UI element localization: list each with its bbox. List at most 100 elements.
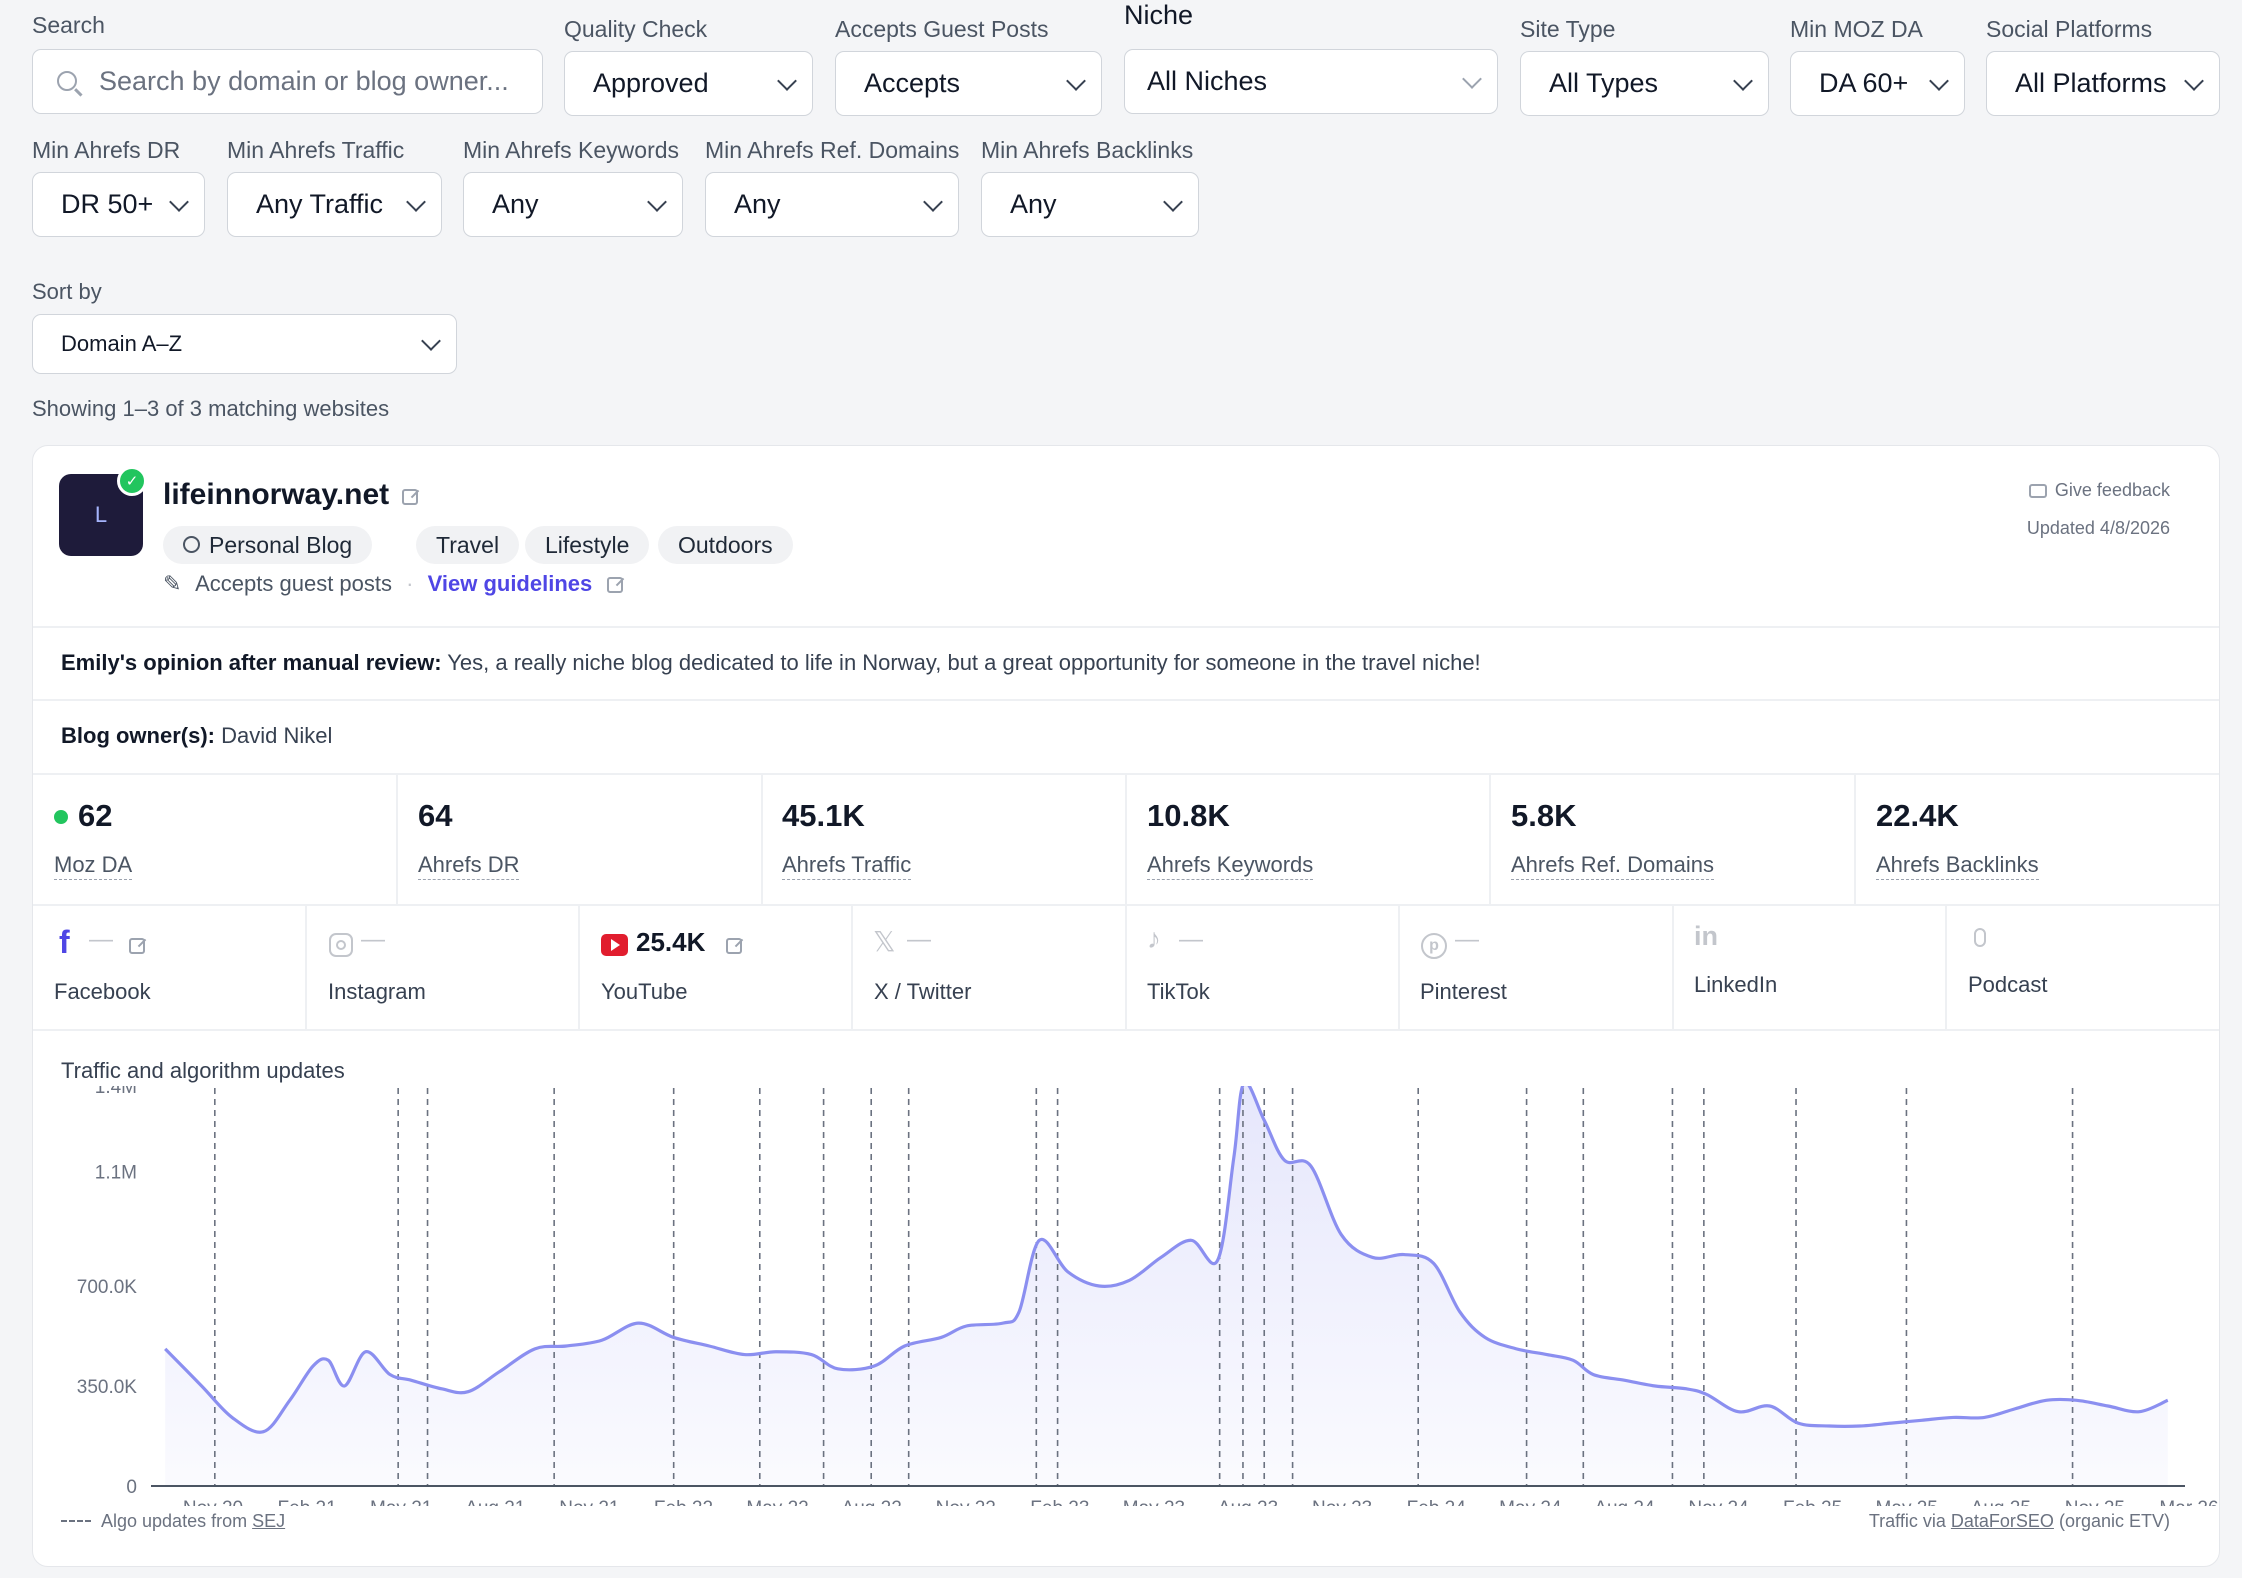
guest-posts-select[interactable]: Accepts [835, 51, 1102, 116]
podcast-label: Podcast [1968, 972, 2048, 997]
user-circle-icon [183, 536, 200, 553]
divider [1672, 904, 1674, 1029]
x-tick-label: May 21 [370, 1498, 432, 1506]
metric-label[interactable]: Ahrefs DR [418, 851, 520, 880]
metric-label[interactable]: Ahrefs Keywords [1147, 851, 1314, 880]
x-tick-label: May 22 [746, 1498, 808, 1506]
youtube-label: YouTube [601, 979, 688, 1004]
tiktok-icon: ♪ [1147, 923, 1161, 954]
x-tick-label: Feb 24 [1407, 1498, 1467, 1506]
tag-chip: Outdoors [658, 526, 793, 564]
ahrefs-traffic-select[interactable]: Any Traffic [227, 172, 442, 237]
chevron-down-icon [647, 191, 667, 212]
ahrefs-backlinks-select[interactable]: Any [981, 172, 1199, 237]
pinterest-value: — [1455, 926, 1479, 953]
comment-icon [2028, 484, 2047, 498]
give-feedback-button[interactable]: Give feedback [1468, 480, 2170, 501]
instagram-value: — [361, 926, 385, 953]
chevron-down-icon [406, 191, 426, 212]
sej-link[interactable]: SEJ [252, 1511, 286, 1531]
ahrefs-ref-domains-label: Min Ahrefs Ref. Domains [705, 137, 960, 163]
metric-label[interactable]: Ahrefs Traffic [782, 851, 912, 880]
external-link-icon[interactable] [726, 938, 742, 954]
results-summary: Showing 1–3 of 3 matching websites [32, 396, 390, 421]
guest-posts-label: Accepts Guest Posts [835, 16, 1049, 42]
metric-value: 64 [418, 798, 453, 833]
metric-label[interactable]: Moz DA [54, 851, 133, 880]
x-icon: 𝕏 [873, 926, 896, 957]
y-tick-label: 350.0K [77, 1377, 138, 1398]
search-input[interactable]: Search by domain or blog owner... [32, 49, 543, 114]
metric-label[interactable]: Ahrefs Backlinks [1876, 851, 2039, 880]
ahrefs-keywords-select[interactable]: Any [463, 172, 683, 237]
youtube-icon [601, 934, 628, 956]
niche-select[interactable]: All Niches [1124, 49, 1498, 114]
instagram-icon [329, 933, 353, 957]
x-tick-label: May 25 [1876, 1498, 1938, 1506]
traffic-line [164, 1086, 2169, 1434]
dataforseo-link[interactable]: DataForSEO [1950, 1511, 2054, 1531]
y-tick-label: 1.4M [95, 1086, 137, 1098]
x-tick-label: Aug 23 [1218, 1498, 1278, 1506]
ahrefs-ref-domains-select[interactable]: Any [705, 172, 959, 237]
moz-da-label: Min MOZ DA [1790, 16, 1923, 42]
ahrefs-backlinks-label: Min Ahrefs Backlinks [981, 137, 1194, 163]
y-tick-label: 1.1M [95, 1163, 137, 1184]
x-tick-label: May 23 [1123, 1498, 1185, 1506]
x-label: X / Twitter [874, 979, 972, 1004]
site-domain[interactable]: lifeinnorway.net [163, 478, 390, 511]
site-type-chip: Personal Blog [163, 526, 373, 564]
divider [1945, 904, 1947, 1029]
divider [851, 904, 853, 1029]
x-tick-label: Aug 22 [842, 1498, 902, 1506]
chevron-down-icon [1066, 70, 1086, 91]
tag-label: Lifestyle [545, 531, 630, 558]
site-card: L ✓ lifeinnorway.net Personal Blog Trave… [32, 445, 2220, 1567]
traffic-chart: 0 350.0K 700.0K 1.1M 1.4M Nov 20 Feb 21 May 21 A… [77, 1086, 2219, 1506]
linkedin-icon: in [1694, 921, 1718, 951]
x-tick-label: Mar 26 [2159, 1498, 2218, 1506]
pinterest-icon: p [1421, 933, 1447, 959]
divider [1398, 904, 1400, 1029]
site-type-chip-label: Personal Blog [209, 531, 353, 558]
metric-value: 10.8K [1147, 798, 1230, 833]
view-guidelines-link[interactable]: View guidelines [427, 571, 593, 596]
metric-label[interactable]: Ahrefs Ref. Domains [1511, 851, 1714, 880]
chart-source: Traffic via DataForSEO (organic ETV) [1468, 1511, 2170, 1532]
status-dot [54, 810, 68, 824]
review-opinion: Emily's opinion after manual review: Yes… [61, 650, 1481, 676]
social-platforms-select[interactable]: All Platforms [1986, 51, 2220, 116]
ahrefs-dr-select[interactable]: DR 50+ [32, 172, 205, 237]
search-placeholder: Search by domain or blog owner... [99, 66, 509, 96]
moz-da-select[interactable]: DA 60+ [1790, 51, 1965, 116]
divider [1125, 773, 1127, 904]
x-tick-label: Nov 21 [559, 1498, 619, 1506]
tag-label: Outdoors [678, 531, 773, 558]
sort-select[interactable]: Domain A–Z [32, 314, 457, 374]
chevron-down-icon [1163, 191, 1183, 212]
ahrefs-keywords-value: Any [492, 189, 539, 219]
x-tick-label: Nov 22 [936, 1498, 996, 1506]
verified-check-icon: ✓ [117, 466, 147, 496]
traffic-area [165, 1086, 2168, 1486]
sort-label: Sort by [32, 279, 102, 304]
x-tick-label: Aug 21 [465, 1498, 525, 1506]
ahrefs-dr-label: Min Ahrefs DR [32, 137, 181, 163]
microphone-icon [1974, 928, 1986, 947]
niche-label: Niche [1124, 0, 1194, 30]
divider [33, 626, 2219, 628]
opinion-text: Yes, a really niche blog dedicated to li… [447, 650, 1481, 675]
quality-check-label: Quality Check [564, 16, 708, 42]
updated-date: Updated 4/8/2026 [2026, 518, 2170, 538]
ahrefs-traffic-value: Any Traffic [256, 189, 384, 219]
external-link-icon[interactable] [607, 577, 623, 593]
site-type-select[interactable]: All Types [1520, 51, 1769, 116]
quality-check-select[interactable]: Approved [564, 51, 813, 116]
external-link-icon[interactable] [129, 938, 145, 954]
divider [396, 773, 398, 904]
give-feedback-label: Give feedback [2054, 480, 2170, 500]
x-tick-label: Feb 25 [1783, 1498, 1842, 1506]
opinion-label: Emily's opinion after manual review: [61, 650, 442, 675]
external-link-icon[interactable] [402, 489, 418, 505]
search-icon [57, 71, 77, 91]
